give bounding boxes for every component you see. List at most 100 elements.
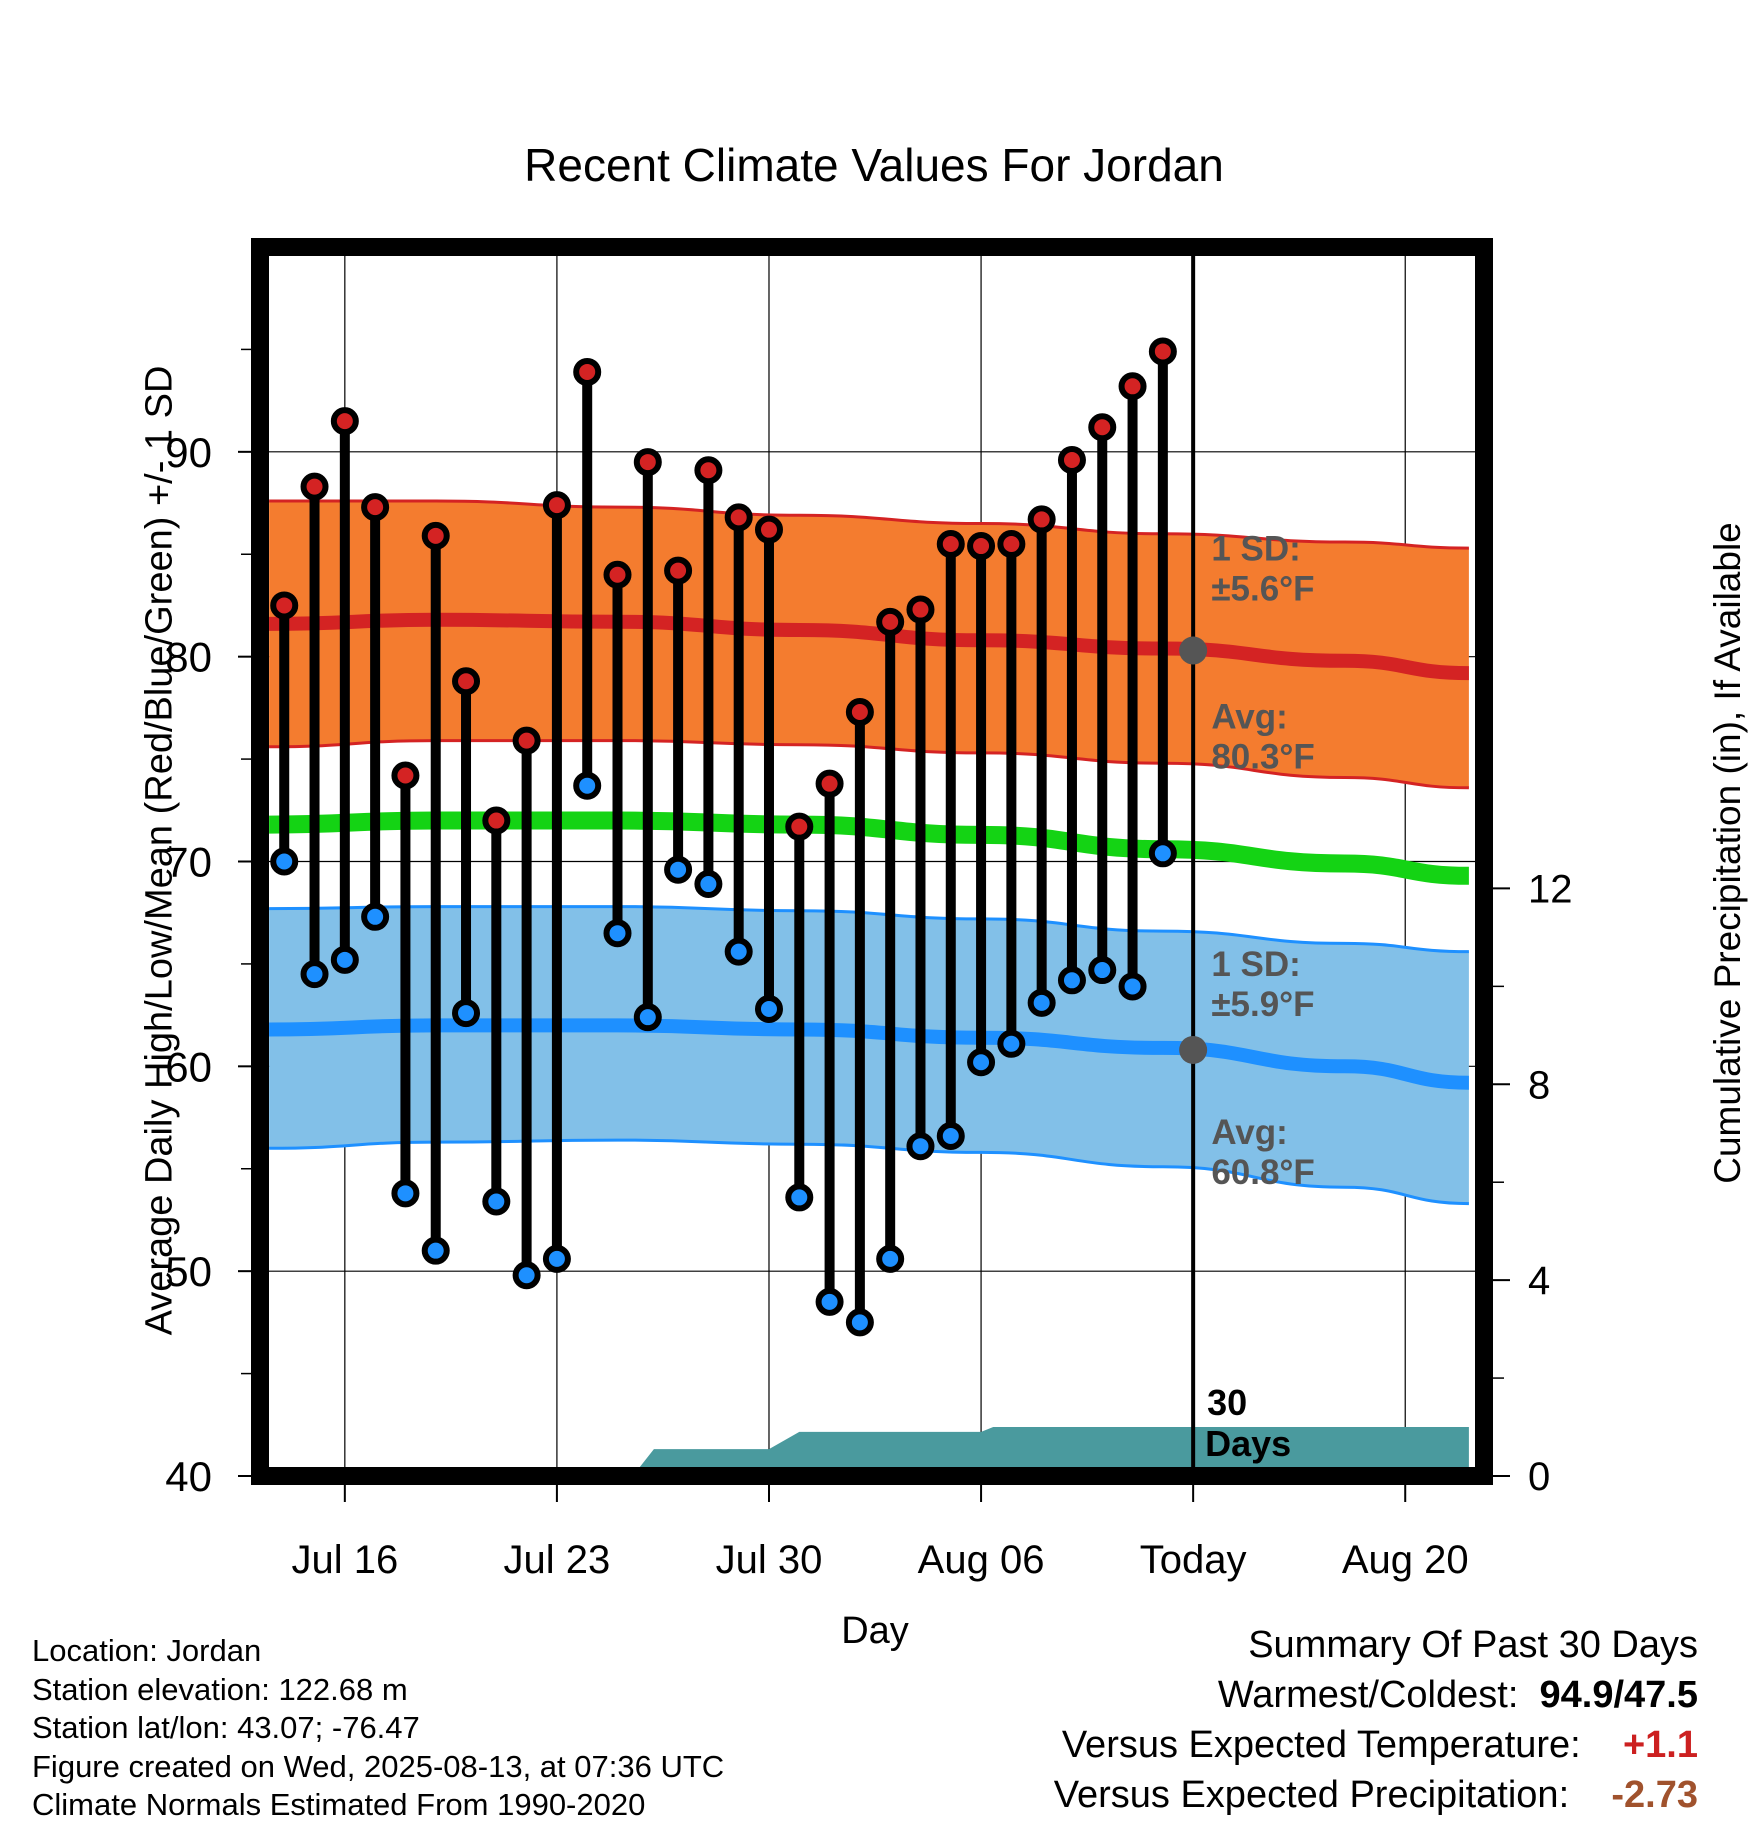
- daily-high-point: [967, 532, 996, 561]
- y2-tick-label: 8: [1528, 1063, 1550, 1107]
- x-tick-label: Jul 30: [716, 1538, 823, 1582]
- x-tick-label: Jul 16: [291, 1538, 398, 1582]
- daily-high-point: [1148, 337, 1177, 366]
- today-count-label: 30: [1207, 1382, 1247, 1423]
- daily-high-point: [633, 448, 662, 477]
- y-tick-label: 50: [165, 1248, 212, 1295]
- daily-low-point: [330, 945, 359, 974]
- summary-temperature: Versus Expected Temperature: +1.1: [1054, 1720, 1698, 1770]
- daily-low-point: [633, 1003, 662, 1032]
- daily-low-point: [815, 1287, 844, 1316]
- daily-low-point: [754, 994, 783, 1023]
- high-sd-band: [269, 501, 1469, 788]
- daily-low-point: [997, 1029, 1026, 1058]
- annotation-line1: 1 SD:: [1211, 529, 1300, 568]
- y-tick-label: 90: [165, 429, 212, 476]
- temp-anomaly-label: Versus Expected Temperature:: [1061, 1724, 1581, 1766]
- annotation-line1: 1 SD:: [1211, 945, 1300, 984]
- daily-low-point: [391, 1179, 420, 1208]
- daily-range-bars: [279, 351, 1168, 1323]
- normals-text: Climate Normals Estimated From 1990-2020: [32, 1787, 646, 1822]
- daily-high-point: [452, 667, 481, 696]
- daily-high-point: [754, 515, 783, 544]
- daily-low-point: [603, 919, 632, 948]
- daily-markers: [270, 337, 1177, 1337]
- daily-low-point: [664, 855, 693, 884]
- high-sd-lower-edge: [269, 739, 1469, 790]
- daily-low-point: [270, 847, 299, 876]
- daily-low-point: [906, 1132, 935, 1161]
- daily-high-point: [845, 697, 874, 726]
- x-tick-label: Today: [1140, 1538, 1247, 1582]
- plot-frame: [251, 238, 1493, 1485]
- warm-cold-value: 94.9/47.5: [1539, 1674, 1698, 1716]
- daily-low-point: [694, 870, 723, 899]
- daily-low-point: [845, 1308, 874, 1337]
- daily-low-point: [1088, 956, 1117, 985]
- elevation-text: Station elevation: 122.68 m: [32, 1671, 408, 1707]
- y-tick-label: 60: [165, 1043, 212, 1090]
- annotation-line1: Avg:: [1211, 1113, 1287, 1152]
- annotation-line2: 80.3°F: [1211, 737, 1315, 776]
- normal-average-marker: [1179, 1035, 1208, 1064]
- summary-precipitation: Versus Expected Precipitation: -2.73: [1054, 1770, 1698, 1820]
- daily-high-point: [421, 521, 450, 550]
- daily-low-point: [876, 1244, 905, 1273]
- axes: 40 50 60 70 80 90 0 4 8 12 Jul 16 Jul 23 Jul 30 Aug 0…: [165, 238, 1573, 1582]
- chart-title: Recent Climate Values For Jordan: [524, 139, 1224, 191]
- daily-high-point: [542, 491, 571, 520]
- daily-low-point: [785, 1183, 814, 1212]
- y2-tick-label: 12: [1528, 867, 1573, 911]
- precipitation-area-fill: [632, 1427, 1469, 1476]
- annotation-line1: Avg:: [1211, 697, 1287, 736]
- daily-high-point: [815, 769, 844, 798]
- daily-low-point: [724, 937, 753, 966]
- daily-high-point: [603, 560, 632, 589]
- daily-high-point: [1088, 413, 1117, 442]
- daily-high-point: [664, 556, 693, 585]
- daily-high-point: [785, 812, 814, 841]
- daily-high-point: [1118, 372, 1147, 401]
- high-normal-line: [269, 612, 1469, 681]
- daily-low-point: [542, 1244, 571, 1273]
- daily-high-point: [573, 357, 602, 386]
- daily-high-point: [724, 503, 753, 532]
- x-tick-label: Aug 20: [1342, 1538, 1469, 1582]
- summary-panel: Summary Of Past 30 Days Warmest/Coldest:…: [1054, 1620, 1698, 1820]
- annotation-line2: ±5.9°F: [1211, 985, 1314, 1024]
- daily-high-point: [330, 407, 359, 436]
- daily-low-point: [1057, 966, 1086, 995]
- daily-low-point: [1027, 988, 1056, 1017]
- secondary-y-axis-label: Cumulative Precipitation (in), If Availa…: [1707, 522, 1748, 1184]
- latlon-text: Station lat/lon: 43.07; -76.47: [32, 1710, 420, 1745]
- annotation-line2: ±5.6°F: [1211, 569, 1314, 608]
- daily-high-point: [512, 726, 541, 755]
- daily-high-point: [1057, 446, 1086, 475]
- x-tick-label: Jul 23: [504, 1538, 611, 1582]
- daily-high-point: [694, 456, 723, 485]
- today-days-label: Days: [1205, 1423, 1291, 1464]
- daily-low-point: [1148, 839, 1177, 868]
- daily-high-point: [876, 607, 905, 636]
- daily-high-point: [1027, 505, 1056, 534]
- daily-high-point: [270, 591, 299, 620]
- y-tick-label: 80: [165, 634, 212, 681]
- normal-average-marker: [1179, 636, 1208, 665]
- x-tick-label: Aug 06: [918, 1538, 1045, 1582]
- x-axis-label: Day: [841, 1610, 909, 1652]
- daily-low-point: [482, 1187, 511, 1216]
- daily-high-point: [361, 493, 390, 522]
- y2-tick-label: 0: [1528, 1455, 1550, 1499]
- precipitation-area: [632, 1427, 1469, 1476]
- precip-anomaly-value: -2.73: [1611, 1774, 1698, 1816]
- warm-cold-label: Warmest/Coldest:: [1217, 1674, 1519, 1716]
- daily-low-point: [1118, 972, 1147, 1001]
- location-text: Location: Jordan: [32, 1633, 262, 1668]
- created-text: Figure created on Wed, 2025-08-13, at 07…: [32, 1748, 725, 1784]
- y-axis-label: Average Daily High/Low/Mean (Red/Blue/Gr…: [138, 365, 181, 1336]
- daily-high-point: [300, 472, 329, 501]
- daily-high-point: [936, 530, 965, 559]
